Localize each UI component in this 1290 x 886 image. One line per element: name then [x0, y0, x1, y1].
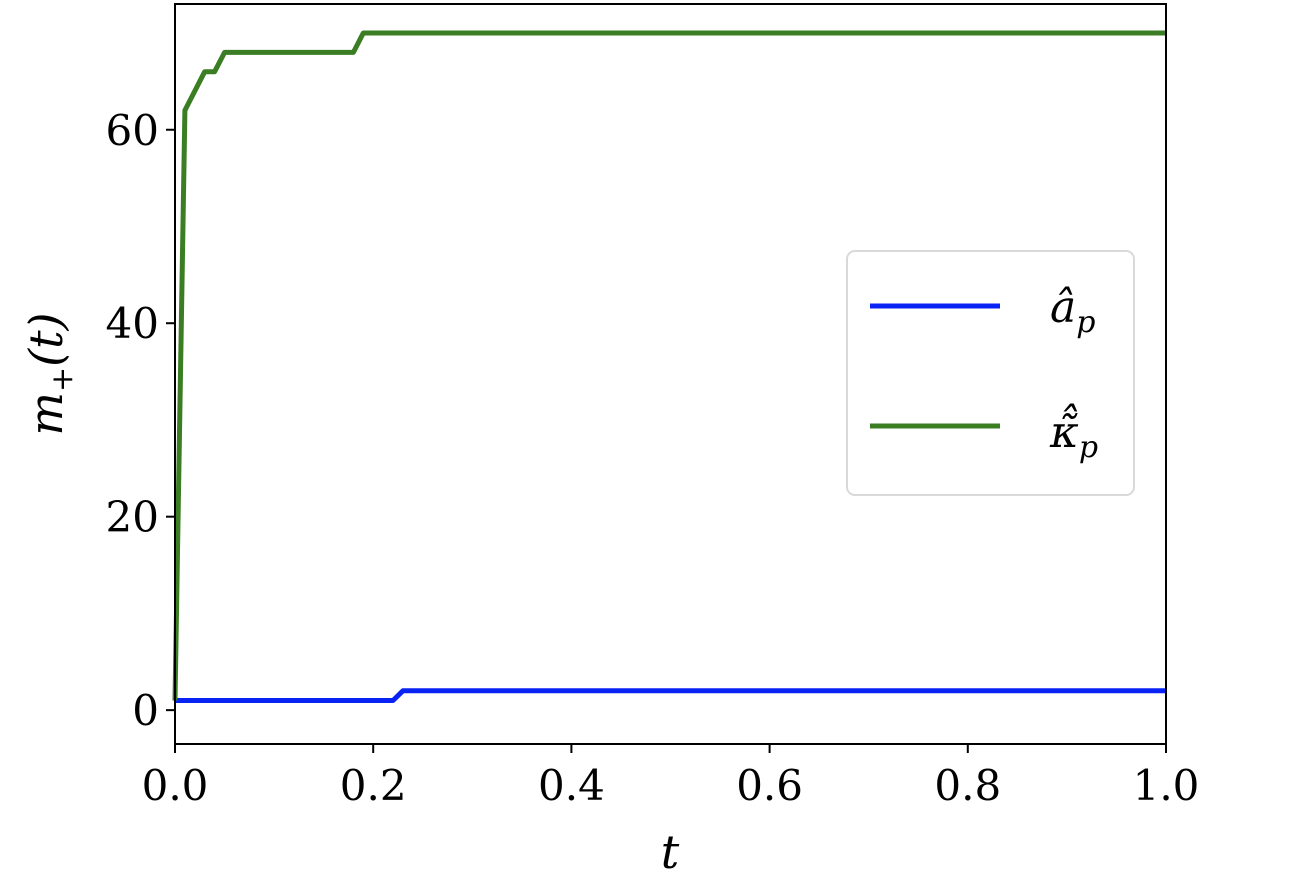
y-axis-label-sub: + [45, 367, 80, 392]
y-axis-label: m+(t) [19, 312, 80, 435]
y-axis-label-main: m [19, 392, 73, 436]
y-tick-label: 0 [132, 686, 159, 735]
legend-label-kappa-hat: κ̃̂p [1049, 401, 1098, 465]
svg-text:m+(t): m+(t) [19, 312, 80, 435]
axes-frame [174, 3, 1167, 745]
x-axis-ticks: 0.0 0.2 0.4 0.6 0.8 1.0 [142, 744, 1200, 810]
y-tick-label: 20 [106, 493, 159, 542]
series-line-0 [175, 688, 1166, 703]
series-line-1 [172, 30, 1166, 701]
y-axis-label-tail: (t) [19, 312, 73, 366]
x-tick-label: 0.2 [340, 761, 407, 810]
y-axis-ticks: 0 20 40 60 [106, 106, 175, 735]
x-axis-label: t [661, 825, 680, 879]
x-tick-label: 0.8 [934, 761, 1001, 810]
plot-area [172, 30, 1166, 703]
x-tick-label: 0.0 [142, 761, 209, 810]
x-tick-label: 0.6 [736, 761, 803, 810]
y-tick-label: 40 [106, 299, 159, 348]
x-tick-label: 0.4 [538, 761, 605, 810]
y-tick-label: 60 [106, 106, 159, 155]
legend-box [846, 250, 1135, 496]
legend-label-a-hat: âp [1050, 282, 1095, 340]
x-tick-label: 1.0 [1133, 761, 1200, 810]
legend: âp κ̃̂p [846, 250, 1135, 496]
